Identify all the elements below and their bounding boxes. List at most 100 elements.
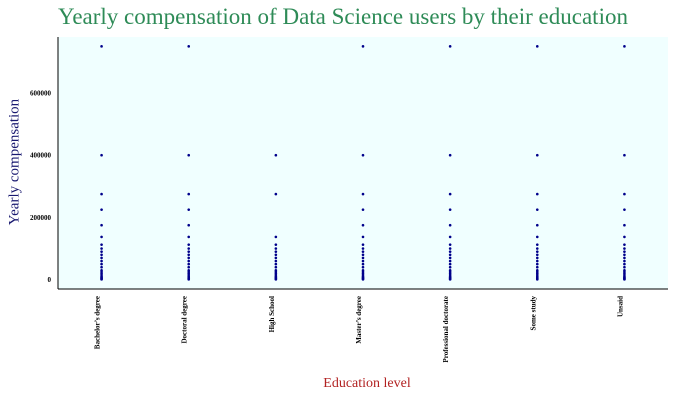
- data-point: [361, 192, 365, 196]
- x-tick-label: High School: [268, 296, 276, 332]
- y-tick-label: 400000: [30, 152, 52, 160]
- data-point: [448, 259, 452, 263]
- data-point: [535, 259, 539, 263]
- data-point: [187, 278, 191, 281]
- data-point: [535, 253, 539, 257]
- data-point: [448, 235, 452, 239]
- data-point: [100, 45, 103, 48]
- data-point: [187, 259, 191, 263]
- data-point: [100, 153, 103, 157]
- y-tick-label: 600000: [30, 90, 52, 98]
- data-point: [535, 192, 539, 196]
- data-point: [187, 262, 191, 266]
- data-point: [361, 247, 365, 250]
- data-point: [623, 262, 626, 266]
- data-point: [535, 208, 539, 211]
- data-point: [361, 243, 365, 246]
- data-point: [100, 253, 103, 257]
- data-point: [274, 259, 278, 263]
- data-point: [361, 253, 365, 257]
- data-point: [361, 256, 365, 260]
- data-point: [100, 208, 103, 211]
- data-point: [100, 247, 103, 250]
- x-tick-label: Doctoral degree: [181, 296, 189, 344]
- data-point: [535, 235, 539, 239]
- data-point: [448, 262, 452, 266]
- data-point: [187, 243, 191, 246]
- x-axis-ticks: Bachelor’s degree Doctoral degree High Sch…: [94, 296, 625, 363]
- data-point: [448, 250, 452, 253]
- data-point: [623, 153, 626, 157]
- data-point: [535, 265, 539, 269]
- data-point: [448, 208, 452, 211]
- data-points: [100, 45, 626, 281]
- data-point: [361, 250, 365, 253]
- data-point: [100, 278, 103, 281]
- data-point: [623, 250, 626, 253]
- data-point: [187, 253, 191, 257]
- data-point: [274, 243, 278, 246]
- data-point: [623, 45, 626, 48]
- data-point: [623, 259, 626, 263]
- data-point: [187, 208, 191, 211]
- x-tick-label: Bachelor’s degree: [94, 296, 102, 349]
- data-point: [100, 265, 103, 269]
- data-point: [187, 192, 191, 196]
- data-point: [448, 278, 452, 281]
- data-point: [100, 256, 103, 260]
- y-axis-ticks: 0 200000 400000 600000: [30, 90, 52, 285]
- data-point: [100, 243, 103, 246]
- data-point: [274, 250, 278, 253]
- data-point: [361, 265, 365, 269]
- data-point: [535, 262, 539, 266]
- data-point: [361, 278, 365, 281]
- data-point: [535, 153, 539, 157]
- data-point: [361, 208, 365, 211]
- data-point: [274, 253, 278, 257]
- data-point: [274, 153, 278, 157]
- data-point: [448, 243, 452, 246]
- data-point: [623, 253, 626, 257]
- data-point: [448, 192, 452, 196]
- data-point: [361, 259, 365, 263]
- data-point: [623, 256, 626, 260]
- data-point: [187, 223, 191, 227]
- data-point: [623, 223, 626, 227]
- data-point: [535, 45, 539, 48]
- data-point: [187, 265, 191, 269]
- data-point: [448, 247, 452, 250]
- x-axis-label: Education level: [323, 376, 411, 391]
- data-point: [535, 278, 539, 281]
- x-tick-label: Unsaid: [616, 296, 624, 317]
- data-point: [187, 247, 191, 250]
- data-point: [187, 153, 191, 157]
- data-point: [361, 235, 365, 239]
- data-point: [274, 265, 278, 269]
- data-point: [100, 259, 103, 263]
- chart-title: Yearly compensation of Data Science user…: [58, 4, 628, 29]
- data-point: [535, 247, 539, 250]
- data-point: [100, 192, 103, 196]
- data-point: [623, 243, 626, 246]
- data-point: [623, 278, 626, 281]
- data-point: [361, 45, 365, 48]
- data-point: [100, 250, 103, 253]
- data-point: [623, 247, 626, 250]
- data-point: [623, 235, 626, 239]
- data-point: [274, 262, 278, 266]
- data-point: [623, 265, 626, 269]
- data-point: [448, 253, 452, 257]
- data-point: [535, 223, 539, 227]
- data-point: [623, 208, 626, 211]
- data-point: [361, 223, 365, 227]
- x-tick-label: Professional doctorate: [442, 296, 450, 363]
- data-point: [100, 262, 103, 266]
- data-point: [535, 250, 539, 253]
- data-point: [274, 235, 278, 239]
- data-point: [187, 45, 191, 48]
- data-point: [361, 153, 365, 157]
- data-point: [535, 243, 539, 246]
- plot-background: [58, 37, 668, 289]
- data-point: [274, 278, 278, 281]
